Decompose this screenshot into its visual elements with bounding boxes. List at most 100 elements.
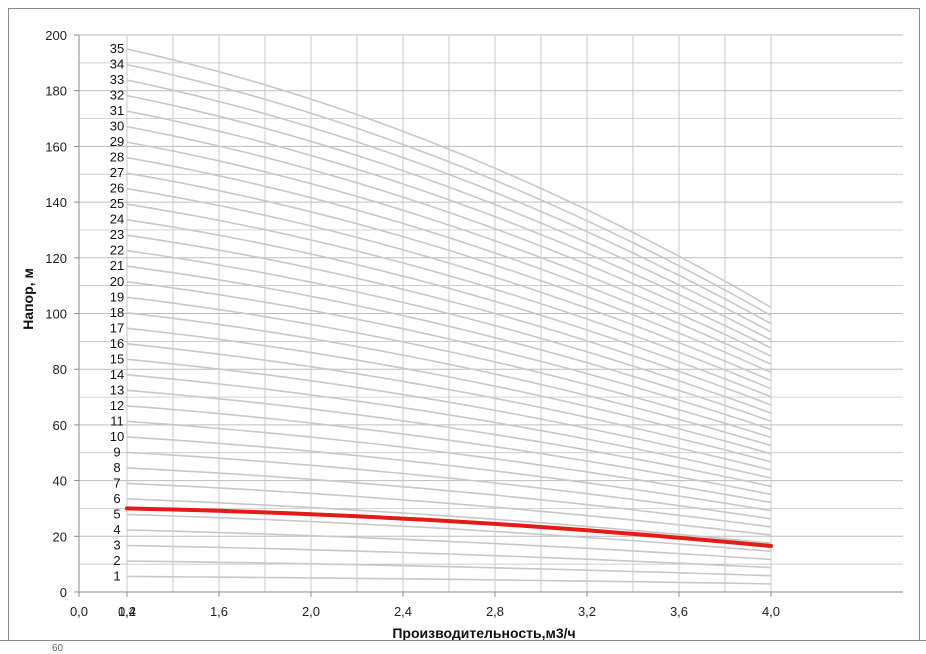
y-axis-title: Напор, м bbox=[20, 268, 36, 330]
footer-partial-text: 60 bbox=[52, 643, 64, 654]
y-tick-label: 60 bbox=[53, 418, 67, 433]
stage-curve-33 bbox=[126, 79, 772, 325]
curve-label-2: 2 bbox=[113, 553, 120, 568]
curve-label-24: 24 bbox=[110, 212, 124, 227]
pump-curve-chart: 1234567891011121314151617181920212223242… bbox=[20, 28, 903, 641]
stage-curve-18 bbox=[126, 312, 772, 447]
curve-label-25: 25 bbox=[110, 196, 124, 211]
stage-curve-4 bbox=[126, 529, 772, 561]
curve-label-33: 33 bbox=[110, 72, 124, 87]
stage-curve-25 bbox=[126, 203, 772, 390]
curve-label-35: 35 bbox=[110, 41, 124, 56]
stage-curve-34 bbox=[126, 63, 772, 317]
stage-curve-21 bbox=[126, 265, 772, 422]
stage-curves bbox=[126, 48, 772, 585]
stage-curve-1 bbox=[126, 575, 772, 585]
curve-label-20: 20 bbox=[110, 274, 124, 289]
stage-curve-27 bbox=[126, 172, 772, 374]
stage-curve-29 bbox=[126, 141, 772, 357]
stage-curve-8 bbox=[126, 467, 772, 528]
stage-curve-35 bbox=[126, 48, 772, 309]
curve-label-15: 15 bbox=[110, 351, 124, 366]
stage-curve-32 bbox=[126, 94, 772, 333]
stage-curve-28 bbox=[126, 156, 772, 366]
stage-curve-10 bbox=[126, 436, 772, 512]
curve-label-5: 5 bbox=[113, 506, 120, 521]
curve-label-3: 3 bbox=[113, 537, 120, 552]
curve-label-7: 7 bbox=[113, 475, 120, 490]
curve-label-23: 23 bbox=[110, 227, 124, 242]
stage-curve-19 bbox=[126, 296, 772, 439]
stage-curve-14 bbox=[126, 374, 772, 479]
y-tick-label: 20 bbox=[53, 529, 67, 544]
stage-curve-23 bbox=[126, 234, 772, 406]
x-tick-label: 4,0 bbox=[762, 604, 780, 619]
stage-curve-16 bbox=[126, 343, 772, 463]
stage-curve-9 bbox=[126, 451, 772, 520]
stage-curve-31 bbox=[126, 110, 772, 341]
stage-curve-15 bbox=[126, 358, 772, 471]
curve-label-31: 31 bbox=[110, 103, 124, 118]
curve-label-28: 28 bbox=[110, 150, 124, 165]
y-tick-label: 80 bbox=[53, 362, 67, 377]
y-tick-label: 40 bbox=[53, 474, 67, 489]
curve-label-30: 30 bbox=[110, 119, 124, 134]
curve-label-12: 12 bbox=[110, 398, 124, 413]
x-tick-label: 1,6 bbox=[210, 604, 228, 619]
curve-labels: 1234567891011121314151617181920212223242… bbox=[110, 41, 124, 583]
curve-label-6: 6 bbox=[113, 491, 120, 506]
x-tick-label: 1,2 bbox=[118, 604, 136, 619]
grid-lines bbox=[78, 34, 903, 593]
stage-curve-7 bbox=[126, 482, 772, 536]
y-tick-label: 140 bbox=[45, 195, 67, 210]
stage-curve-22 bbox=[126, 249, 772, 414]
curve-label-17: 17 bbox=[110, 320, 124, 335]
x-axis-title: Производительность,м3/ч bbox=[392, 625, 575, 641]
curve-label-1: 1 bbox=[113, 568, 120, 583]
stage-curve-11 bbox=[126, 420, 772, 504]
chart-frame: 1 2 3 4 5 6 7 8 9 10 11 12 13 14 15 16 17 18 19 20 21 22 23 24 2… bbox=[8, 8, 920, 644]
curve-label-29: 29 bbox=[110, 134, 124, 149]
stage-curve-30 bbox=[126, 125, 772, 349]
y-tick-label: 160 bbox=[45, 139, 67, 154]
highlight-curve-5 bbox=[125, 506, 773, 548]
curve-label-26: 26 bbox=[110, 181, 124, 196]
y-tick-label: 0 bbox=[60, 585, 67, 600]
stage-curve-12 bbox=[126, 405, 772, 496]
curve-label-27: 27 bbox=[110, 165, 124, 180]
y-tick-label: 200 bbox=[45, 28, 67, 43]
stage-curve-5 bbox=[126, 513, 772, 553]
curve-label-32: 32 bbox=[110, 88, 124, 103]
x-tick-label: 0,0 bbox=[70, 604, 88, 619]
footer-strip: 60 bbox=[0, 640, 926, 654]
curve-label-16: 16 bbox=[110, 336, 124, 351]
curve-label-14: 14 bbox=[110, 367, 124, 382]
curve-label-9: 9 bbox=[113, 444, 120, 459]
x-tick-label: 2,4 bbox=[394, 604, 412, 619]
curve-label-13: 13 bbox=[110, 382, 124, 397]
stage-curve-6 bbox=[126, 498, 772, 544]
x-tick-label: 2,8 bbox=[486, 604, 504, 619]
curve-label-10: 10 bbox=[110, 429, 124, 444]
stage-curve-24 bbox=[126, 218, 772, 398]
stage-curve-17 bbox=[126, 327, 772, 455]
stage-curve-2 bbox=[126, 560, 772, 577]
highlight-curve bbox=[125, 506, 773, 548]
x-tick-label: 3,2 bbox=[578, 604, 596, 619]
y-tick-label: 120 bbox=[45, 251, 67, 266]
stage-curve-20 bbox=[126, 281, 772, 431]
curve-label-11: 11 bbox=[110, 413, 124, 428]
stage-curve-26 bbox=[126, 187, 772, 382]
curve-label-22: 22 bbox=[110, 243, 124, 258]
y-tick-label: 100 bbox=[45, 307, 67, 322]
curve-label-18: 18 bbox=[110, 305, 124, 320]
stage-curve-3 bbox=[126, 544, 772, 569]
curve-label-21: 21 bbox=[110, 258, 124, 273]
curve-label-4: 4 bbox=[113, 522, 120, 537]
curve-label-19: 19 bbox=[110, 289, 124, 304]
stage-curve-13 bbox=[126, 389, 772, 488]
curve-label-8: 8 bbox=[113, 460, 120, 475]
curve-label-34: 34 bbox=[110, 57, 124, 72]
y-tick-label: 180 bbox=[45, 84, 67, 99]
